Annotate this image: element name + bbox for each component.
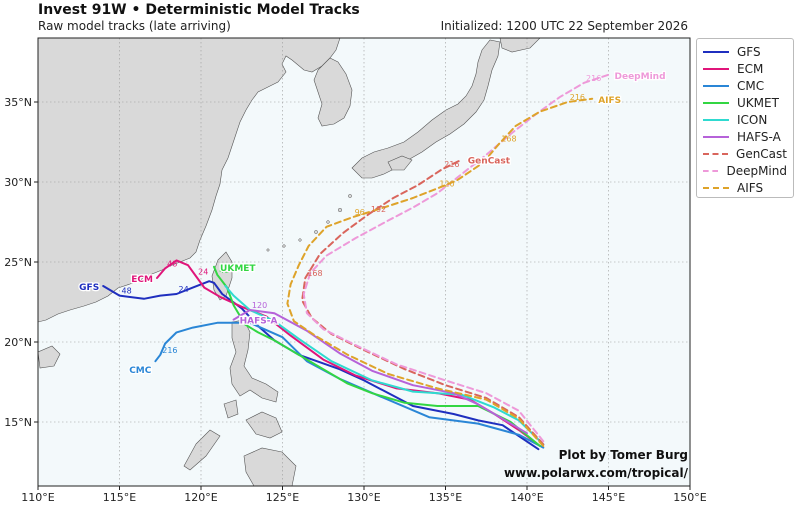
legend-item-ecm[interactable]: ECM: [703, 60, 787, 77]
legend-label: AIFS: [737, 180, 764, 195]
credit-url[interactable]: www.polarwx.com/tropical/: [504, 466, 688, 480]
x-tick-label: 135°E: [429, 491, 462, 504]
legend-swatch: [703, 135, 729, 138]
land-layer: [38, 38, 541, 486]
forecast-hour-label: 216: [570, 93, 585, 102]
chart-subtitle: Raw model tracks (late arriving): [38, 19, 231, 33]
land-visayas: [245, 411, 283, 439]
forecast-hour-label: 120: [252, 301, 267, 310]
model-label-gfs: GFS: [79, 283, 99, 293]
model-label-ukmet: UKMET: [220, 264, 256, 274]
legend-item-hafs-a[interactable]: HAFS-A: [703, 128, 787, 145]
legend-swatch: [703, 50, 729, 53]
forecast-hour-label: 216: [162, 346, 177, 355]
model-label-cmc: CMC: [129, 366, 152, 376]
y-tick-label: 15°N: [4, 416, 32, 429]
forecast-hour-label: 216: [444, 160, 459, 169]
forecast-hour-label: 192: [371, 205, 386, 214]
y-tick-label: 25°N: [4, 256, 32, 269]
legend-item-deepmind[interactable]: DeepMind: [703, 162, 787, 179]
legend-label: ECM: [737, 61, 764, 76]
legend-swatch: [703, 186, 729, 189]
legend-swatch: [703, 152, 729, 155]
legend-label: ICON: [737, 112, 768, 127]
x-tick-label: 145°E: [592, 491, 625, 504]
track-labels: 48 24GFS4824ECM216CMC48UKMET120HAFS-A2161…: [78, 71, 667, 378]
x-tick-label: 125°E: [266, 491, 299, 504]
x-tick-label: 120°E: [184, 491, 217, 504]
land-shikoku: [387, 155, 413, 171]
track-ukmet[interactable]: [213, 265, 541, 447]
forecast-hour-label: 168: [501, 135, 516, 144]
track-deepmind[interactable]: [302, 73, 610, 443]
legend-item-aifs[interactable]: AIFS: [703, 179, 787, 196]
legend-label: HAFS-A: [737, 129, 781, 144]
credit-author: Plot by Tomer Burg: [558, 448, 688, 462]
land-ryukyu: [266, 194, 352, 252]
legend-label: CMC: [737, 78, 765, 93]
y-tick-label: 30°N: [4, 176, 32, 189]
legend-label: DeepMind: [726, 163, 787, 178]
forecast-hour-label: 24: [198, 267, 208, 276]
land-palawan: [183, 429, 221, 471]
land-mindanao: [243, 447, 297, 486]
legend-item-cmc[interactable]: CMC: [703, 77, 787, 94]
y-tick-label: 20°N: [4, 336, 32, 349]
legend-item-icon[interactable]: ICON: [703, 111, 787, 128]
legend: GFS ECM CMC UKMET ICON HAFS-A GenCast DeepMind A…: [696, 38, 794, 198]
model-label-gencast: GenCast: [468, 157, 511, 167]
model-label-hafs-a: HAFS-A: [240, 317, 278, 327]
track-gencast[interactable]: [301, 158, 545, 446]
model-label-deepmind: DeepMind: [615, 72, 666, 82]
initialized-time: Initialized: 1200 UTC 22 September 2026: [440, 19, 688, 33]
plot-frame: [37, 37, 691, 487]
track-gfs[interactable]: [102, 280, 540, 451]
forecast-hour-label: 216: [586, 74, 601, 83]
forecast-hour-label: 48: [167, 259, 177, 268]
legend-swatch: [703, 101, 729, 104]
x-tick-label: 130°E: [347, 491, 380, 504]
track-hafs-a[interactable]: [232, 309, 528, 435]
x-tick-label: 115°E: [103, 491, 136, 504]
model-label-aifs: AIFS: [598, 96, 621, 106]
legend-swatch: [703, 169, 719, 172]
land-mindoro: [223, 399, 239, 419]
x-tick-label: 140°E: [510, 491, 543, 504]
legend-swatch: [703, 84, 729, 87]
track-aifs[interactable]: [286, 97, 594, 447]
land-hainan: [38, 345, 61, 369]
forecast-hour-label: 120: [439, 179, 454, 188]
x-tick-label: 110°E: [21, 491, 54, 504]
legend-item-gencast[interactable]: GenCast: [703, 145, 787, 162]
legend-label: GenCast: [736, 146, 787, 161]
lat-lon-grid: [38, 38, 690, 486]
track-cmc[interactable]: [154, 321, 545, 449]
legend-swatch: [703, 118, 729, 121]
forecast-hour-label: 48: [122, 287, 132, 296]
forecast-hour-label: 168: [307, 269, 322, 278]
model-tracks: [102, 73, 610, 451]
land-luzon: [229, 319, 279, 403]
land-hokkaido: [499, 38, 541, 53]
land-mainland: [38, 38, 341, 323]
y-tick-label: 35°N: [4, 96, 32, 109]
land-korea: [313, 57, 353, 127]
legend-label: UKMET: [737, 95, 779, 110]
axis-ticks: 110°E 115°E 120°E 125°E 130°E 135°E 140°E 145°E…: [4, 96, 707, 504]
legend-item-ukmet[interactable]: UKMET: [703, 94, 787, 111]
chart-title: Invest 91W • Deterministic Model Tracks: [38, 2, 360, 18]
x-tick-label: 150°E: [673, 491, 706, 504]
forecast-hour-label: 24: [179, 285, 189, 294]
legend-label: GFS: [737, 44, 761, 59]
legend-item-gfs[interactable]: GFS: [703, 43, 787, 60]
legend-swatch: [703, 67, 729, 70]
forecast-hour-label: 48: [219, 266, 229, 275]
track-icon[interactable]: [224, 285, 545, 446]
forecast-hour-label: 96: [355, 208, 365, 217]
model-label-ecm: ECM: [131, 275, 153, 285]
